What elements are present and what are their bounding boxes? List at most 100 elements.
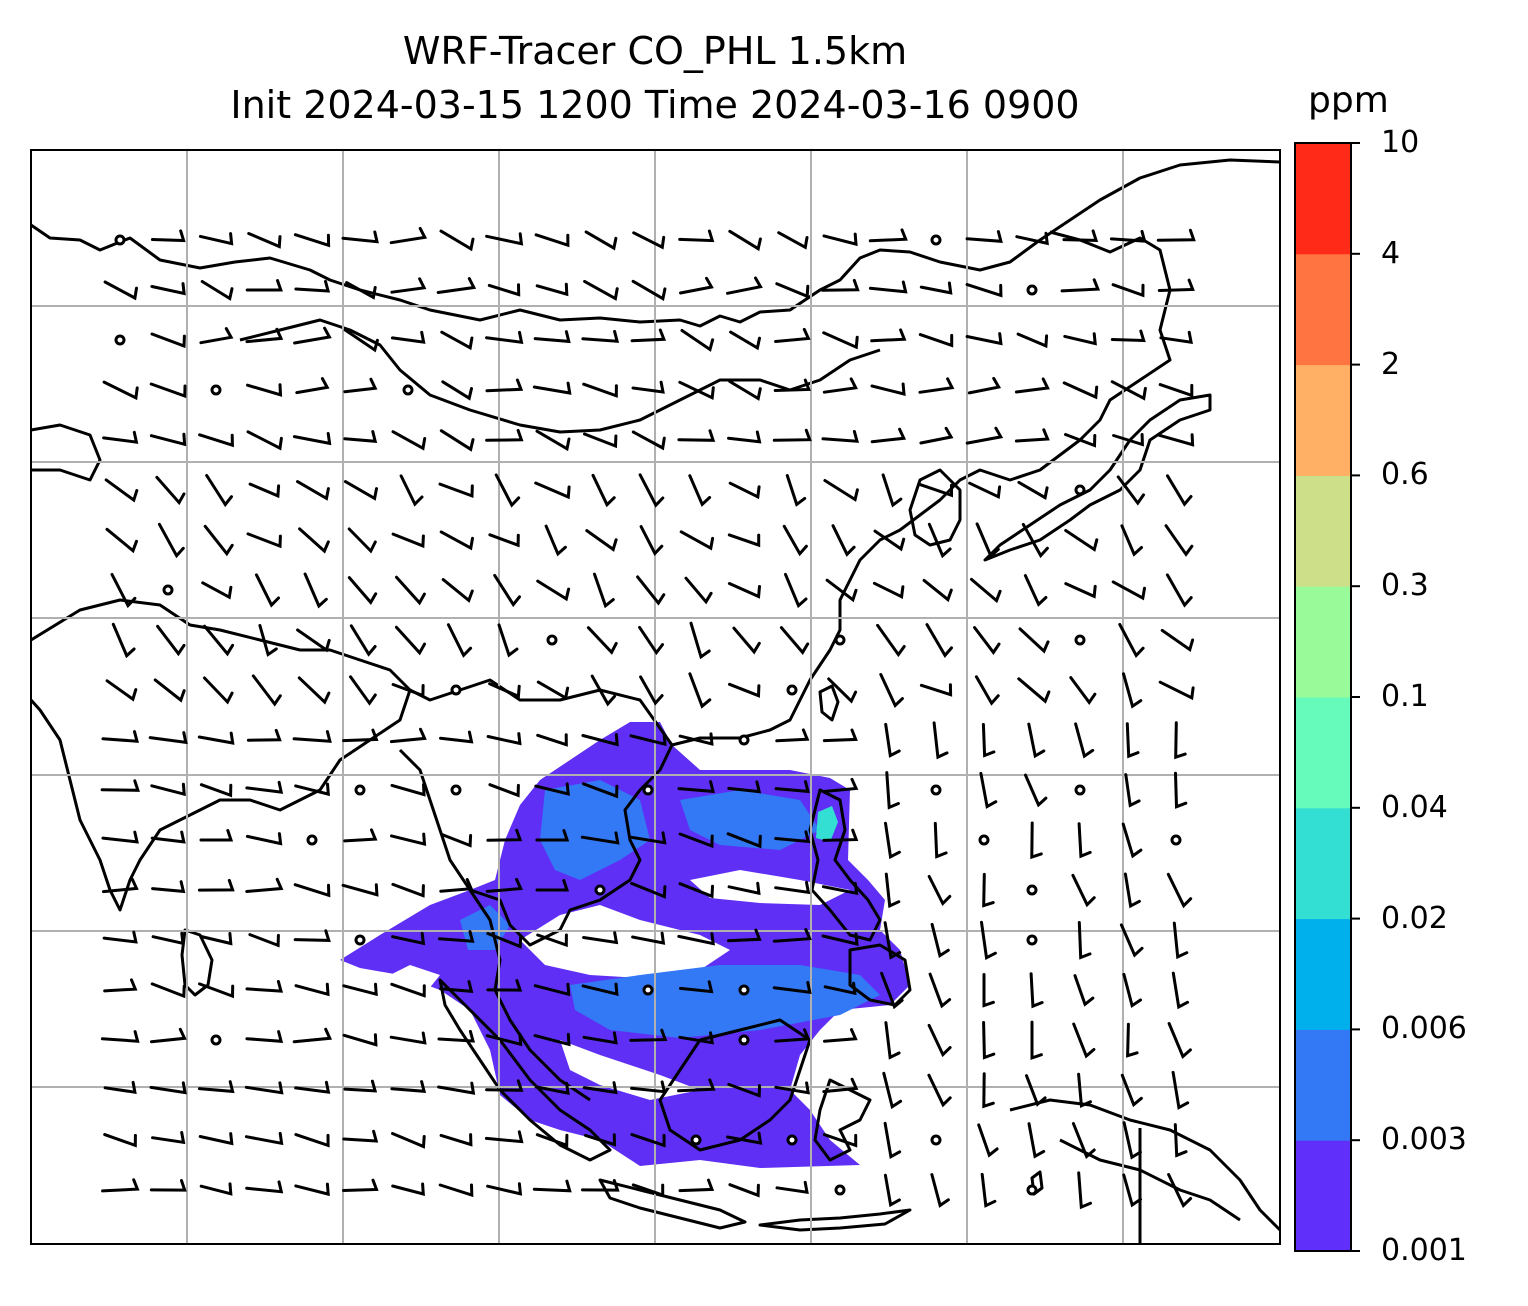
wind-barb (199, 932, 233, 946)
wind-barb (1166, 474, 1193, 507)
wind-barb (1166, 872, 1193, 909)
wind-barb (1021, 522, 1049, 559)
colorbar-segment (1295, 143, 1351, 255)
wind-barb (244, 1131, 284, 1146)
wind-barb (535, 282, 569, 297)
wind-barb (584, 1133, 617, 1147)
calm-marker (594, 884, 606, 896)
calm-wind-markers (114, 234, 1182, 1196)
wind-barb (726, 276, 763, 295)
wind-barb (110, 572, 137, 609)
wind-barb (535, 829, 570, 842)
wind-barb (197, 731, 235, 745)
wind-barb (534, 1081, 570, 1095)
wind-barb (245, 780, 284, 794)
wind-barb (149, 1081, 187, 1095)
wind-barb (391, 683, 425, 698)
wind-barb (389, 227, 428, 245)
wind-barb (102, 430, 139, 444)
wind-barb (581, 733, 619, 747)
wind-barb (294, 1182, 330, 1197)
coastline-east-asia (671, 230, 1172, 747)
wind-barb (883, 1173, 901, 1208)
wind-barb (876, 623, 906, 658)
colorbar-tick-label: 4 (1381, 235, 1401, 271)
wind-barb (822, 1133, 858, 1148)
calm-marker (978, 834, 990, 846)
wind-barb (293, 929, 331, 942)
wind-barb (295, 377, 330, 395)
wind-barb (246, 430, 283, 451)
wind-barb (497, 623, 519, 658)
wind-barb (534, 233, 570, 248)
calm-marker (1026, 284, 1038, 296)
wind-barb (493, 573, 521, 608)
wind-barb (437, 1081, 476, 1095)
calm-marker (1074, 784, 1086, 796)
wind-barb (581, 1179, 620, 1192)
wind-barb (342, 982, 378, 997)
wind-barb (678, 882, 714, 899)
wind-barb (389, 1031, 427, 1045)
wind-barb (294, 782, 330, 797)
colorbar-tick-label: 0.1 (1381, 679, 1429, 714)
wind-barb (1071, 873, 1096, 908)
wind-barb (965, 426, 1004, 445)
wind-barb (343, 480, 378, 501)
colorbar-tick-label: 10 (1381, 125, 1420, 160)
wind-barb (688, 474, 712, 507)
wind-barb (438, 1183, 474, 1198)
calm-marker (1026, 1184, 1038, 1196)
wind-barb (881, 473, 903, 508)
wind-barb (728, 229, 762, 252)
wind-barb (390, 330, 426, 344)
wind-barb (485, 1079, 524, 1092)
wind-barb (347, 527, 377, 554)
wind-barb (255, 573, 280, 608)
wind-barb (199, 783, 233, 798)
wind-barb (581, 782, 619, 799)
wind-barb (390, 1080, 427, 1093)
wind-barb (205, 474, 233, 508)
wind-barb (582, 382, 618, 398)
wind-barb (343, 1079, 378, 1093)
colorbar-unit-label: ppm (1308, 80, 1389, 121)
wind-barb (436, 277, 477, 294)
wind-barb (727, 533, 761, 548)
wind-barb (727, 881, 761, 896)
calm-marker (738, 984, 750, 996)
wind-barb (391, 1132, 426, 1149)
wind-barb (982, 1021, 996, 1060)
wind-barb (772, 928, 812, 943)
wind-barb (822, 828, 859, 842)
wind-barb (342, 1178, 379, 1192)
wind-barb (582, 1031, 618, 1045)
wind-barb (391, 532, 425, 549)
wind-barb (822, 1077, 859, 1094)
wind-barb (101, 1178, 140, 1193)
wind-barb (347, 576, 378, 605)
wind-barb (150, 782, 186, 797)
wind-barb (100, 779, 140, 792)
coastline-indochina (398, 678, 674, 947)
wind-barb (1159, 330, 1193, 344)
calm-marker (1074, 484, 1086, 496)
wind-barb (688, 672, 712, 709)
tracer-region-peak (816, 806, 838, 842)
wind-barb (965, 283, 1003, 298)
wind-barb (155, 475, 186, 506)
calm-marker (642, 784, 654, 796)
wind-barb (391, 430, 427, 451)
wind-barb (630, 328, 667, 343)
wind-barb (773, 378, 811, 392)
wind-barb (925, 623, 953, 658)
wind-barb (536, 579, 571, 602)
wind-barb (390, 783, 426, 797)
wind-barb (103, 280, 138, 301)
wind-barb (544, 524, 567, 557)
wind-barb (785, 474, 807, 507)
wind-barb (868, 280, 908, 294)
wind-barb (439, 229, 475, 252)
wind-barb (1018, 627, 1050, 654)
